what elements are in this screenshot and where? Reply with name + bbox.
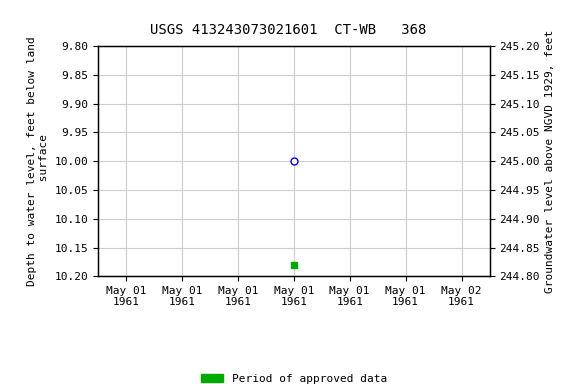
Text: USGS 413243073021601  CT-WB   368: USGS 413243073021601 CT-WB 368 [150, 23, 426, 37]
Legend: Period of approved data: Period of approved data [196, 369, 391, 384]
Y-axis label: Depth to water level, feet below land
 surface: Depth to water level, feet below land su… [27, 36, 49, 286]
Y-axis label: Groundwater level above NGVD 1929, feet: Groundwater level above NGVD 1929, feet [545, 30, 555, 293]
